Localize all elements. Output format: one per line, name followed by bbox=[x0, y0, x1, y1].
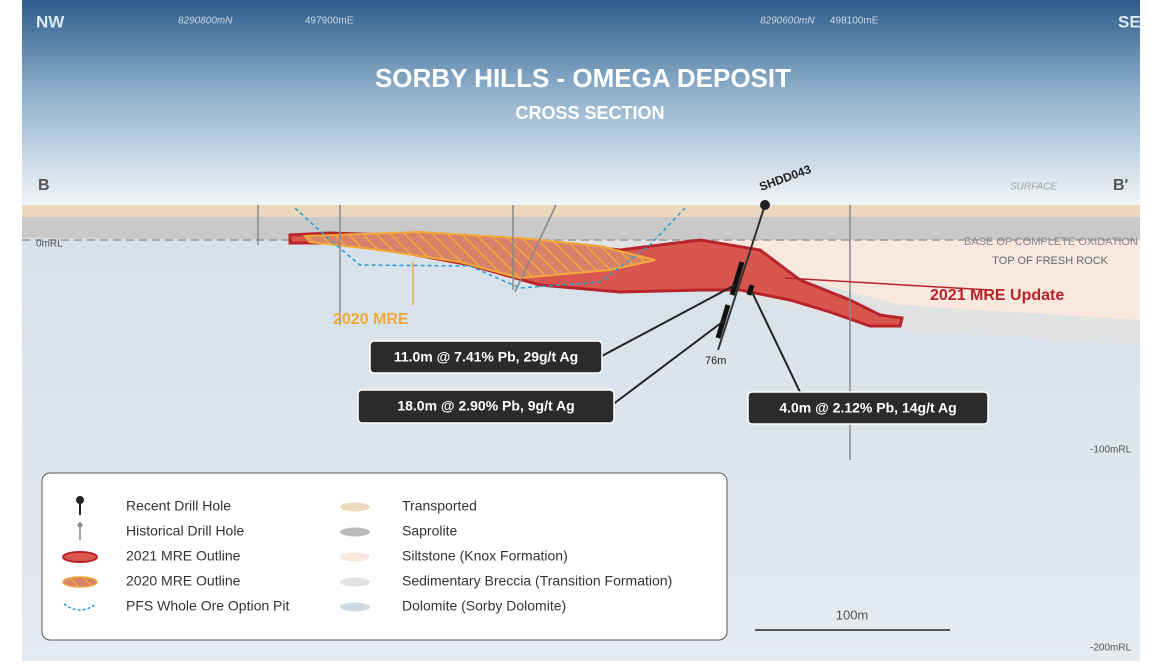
legend-item: 2021 MRE Outline bbox=[126, 548, 241, 564]
mre2021-label: 2021 MRE Update bbox=[930, 287, 1064, 304]
direction: NW bbox=[36, 12, 65, 31]
legend-symbols bbox=[340, 503, 370, 512]
grid-label: 8290600mN bbox=[760, 16, 815, 27]
grid-label: 497900mE bbox=[305, 16, 354, 27]
grid-label: 8290800mN bbox=[178, 16, 233, 27]
boundary-label: TOP OF FRESH ROCK bbox=[992, 255, 1108, 267]
legend-item: Dolomite (Sorby Dolomite) bbox=[402, 598, 566, 614]
direction: SE bbox=[1118, 12, 1141, 31]
legend-symbols bbox=[340, 553, 370, 562]
level-label: -200mRL bbox=[1090, 643, 1132, 654]
collar bbox=[760, 200, 770, 210]
subtitle: CROSS SECTION bbox=[515, 103, 664, 123]
legend-item: Saprolite bbox=[402, 523, 457, 539]
legend-item: PFS Whole Ore Option Pit bbox=[126, 598, 290, 614]
legend-item: Historical Drill Hole bbox=[126, 523, 244, 539]
title: SORBY HILLS - OMEGA DEPOSIT bbox=[375, 63, 791, 93]
level-label: 0mRL bbox=[36, 239, 63, 250]
legend-item: Siltstone (Knox Formation) bbox=[402, 548, 568, 564]
page: {"header": {"left_direction": "NW", "rig… bbox=[0, 0, 1166, 661]
legend-symbols bbox=[78, 523, 83, 528]
cross-section: NW SE 8290800mN 497900mE 8290600mN 49810… bbox=[0, 0, 1166, 661]
legend-symbols bbox=[340, 603, 370, 612]
surface-label: SURFACE bbox=[1010, 182, 1057, 193]
mre2020-label: 2020 MRE bbox=[333, 311, 409, 328]
legend-item: Sedimentary Breccia (Transition Formatio… bbox=[402, 573, 672, 589]
legend-item: Transported bbox=[402, 498, 477, 514]
scale-label: 100m bbox=[836, 607, 869, 622]
intercept: 4.0m @ 2.12% Pb, 14g/t Ag bbox=[779, 400, 956, 416]
legend-symbols bbox=[340, 578, 370, 587]
legend-symbols bbox=[76, 496, 84, 504]
legend-item: 2020 MRE Outline bbox=[126, 573, 241, 589]
section-end: B bbox=[38, 177, 50, 194]
legend-item: Recent Drill Hole bbox=[126, 498, 231, 514]
intercept: 11.0m @ 7.41% Pb, 29g/t Ag bbox=[394, 349, 578, 365]
section-end: B' bbox=[1113, 177, 1128, 194]
hole-depth: 76m bbox=[705, 355, 726, 367]
transported bbox=[22, 205, 1140, 217]
level-label: -100mRL bbox=[1090, 445, 1132, 456]
intercept: 18.0m @ 2.90% Pb, 9g/t Ag bbox=[397, 398, 574, 414]
legend-symbols bbox=[340, 528, 370, 537]
legend-symbols bbox=[63, 577, 97, 587]
boundary-label: BASE OF COMPLETE OXIDATION bbox=[964, 236, 1138, 248]
intercept-marks bbox=[749, 285, 752, 295]
legend-symbols bbox=[63, 552, 97, 562]
grid-label: 498100mE bbox=[830, 16, 879, 27]
